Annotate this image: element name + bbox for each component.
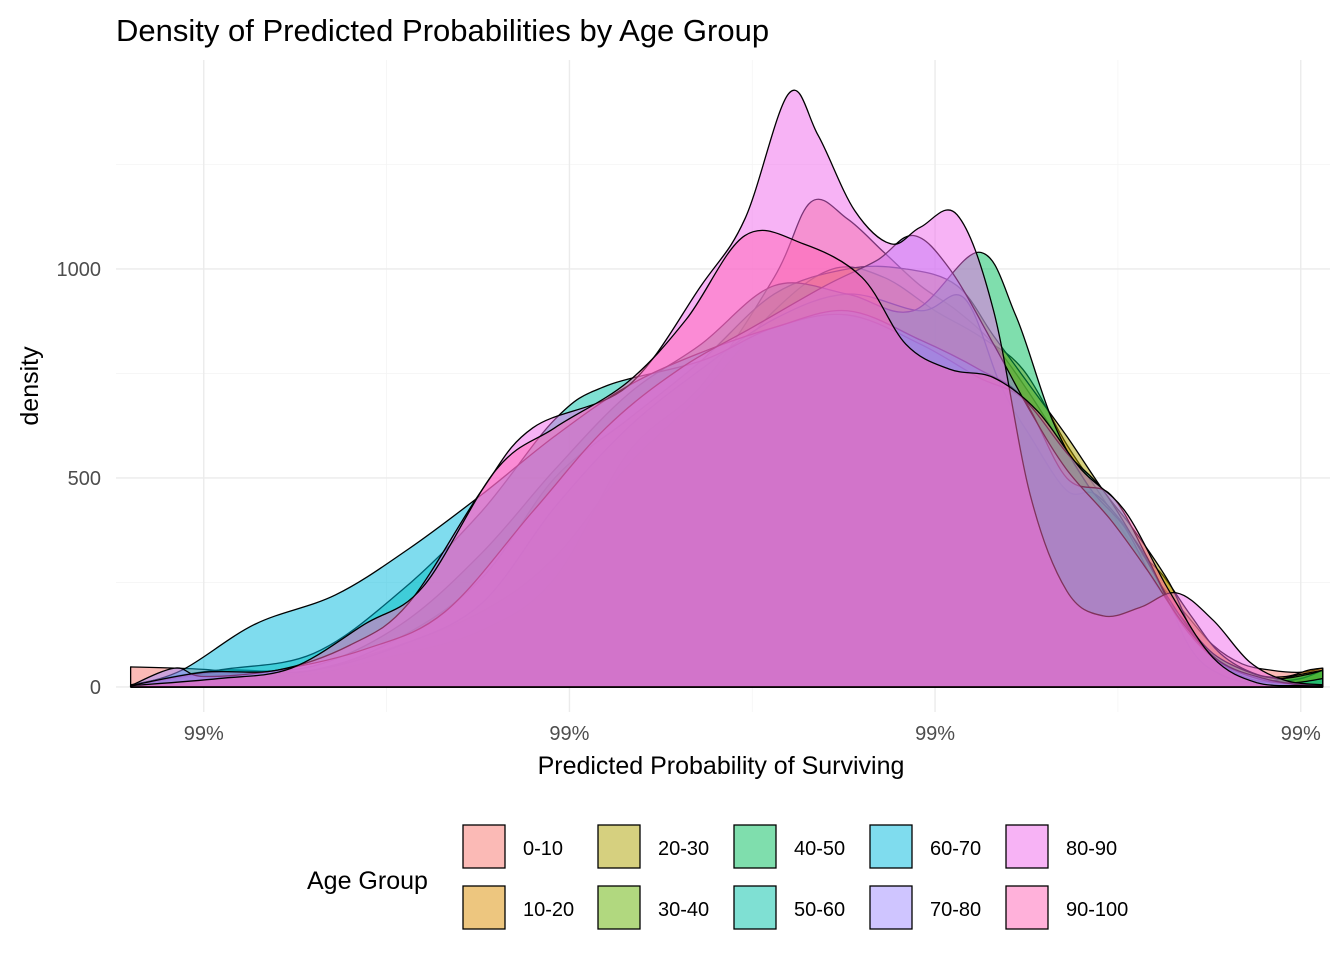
legend-swatch [1005, 824, 1049, 869]
legend-label: 50-60 [794, 899, 845, 921]
density-areas [129, 89, 1324, 688]
legend-item-10-20: 10-20 [462, 885, 574, 930]
legend-label: 90-100 [1066, 899, 1128, 921]
legend-item-30-40: 30-40 [597, 885, 709, 930]
legend-item-60-70: 60-70 [869, 824, 981, 869]
legend-item-20-30: 20-30 [597, 824, 709, 869]
legend-label: 0-10 [523, 838, 563, 860]
legend-swatch [733, 885, 777, 930]
legend-label: 80-90 [1066, 838, 1117, 860]
legend-item-50-60: 50-60 [733, 885, 845, 930]
legend-swatch [1005, 885, 1049, 930]
y-tick-label: 500 [68, 468, 101, 490]
x-tick-label: 99% [1281, 723, 1321, 745]
y-tick-label: 0 [90, 677, 101, 699]
x-tick-label: 99% [549, 723, 589, 745]
legend-label: 20-30 [658, 838, 709, 860]
x-tick-label: 99% [184, 723, 224, 745]
y-tick-label: 1000 [57, 259, 102, 281]
legend-title: Age Group [307, 867, 428, 895]
legend-item-90-100: 90-100 [1005, 885, 1128, 930]
x-axis-title: Predicted Probability of Surviving [538, 752, 905, 780]
density-area-90-100 [129, 229, 1324, 688]
x-tick-label: 99% [915, 723, 955, 745]
legend-swatch [597, 824, 641, 869]
legend-swatch [462, 885, 506, 930]
legend-swatch [462, 824, 506, 869]
legend-swatch [733, 824, 777, 869]
legend-item-70-80: 70-80 [869, 885, 981, 930]
y-axis-title: density [16, 346, 44, 426]
legend-swatch [869, 885, 913, 930]
legend-label: 40-50 [794, 838, 845, 860]
axis-ticks: 99% 99% 99% 99% 0 500 1000 [57, 259, 1321, 745]
legend-swatch [869, 824, 913, 869]
legend-item-80-90: 80-90 [1005, 824, 1117, 869]
legend-item-0-10: 0-10 [462, 824, 563, 869]
chart-title: Density of Predicted Probabilities by Ag… [116, 13, 769, 48]
legend-item-40-50: 40-50 [733, 824, 845, 869]
legend-label: 70-80 [930, 899, 981, 921]
legend-label: 60-70 [930, 838, 981, 860]
legend-label: 10-20 [523, 899, 574, 921]
legend-label: 30-40 [658, 899, 709, 921]
legend: Age Group 0-10 10-20 20-30 30-40 40-50 50-60 6… [307, 824, 1128, 930]
legend-swatch [597, 885, 641, 930]
